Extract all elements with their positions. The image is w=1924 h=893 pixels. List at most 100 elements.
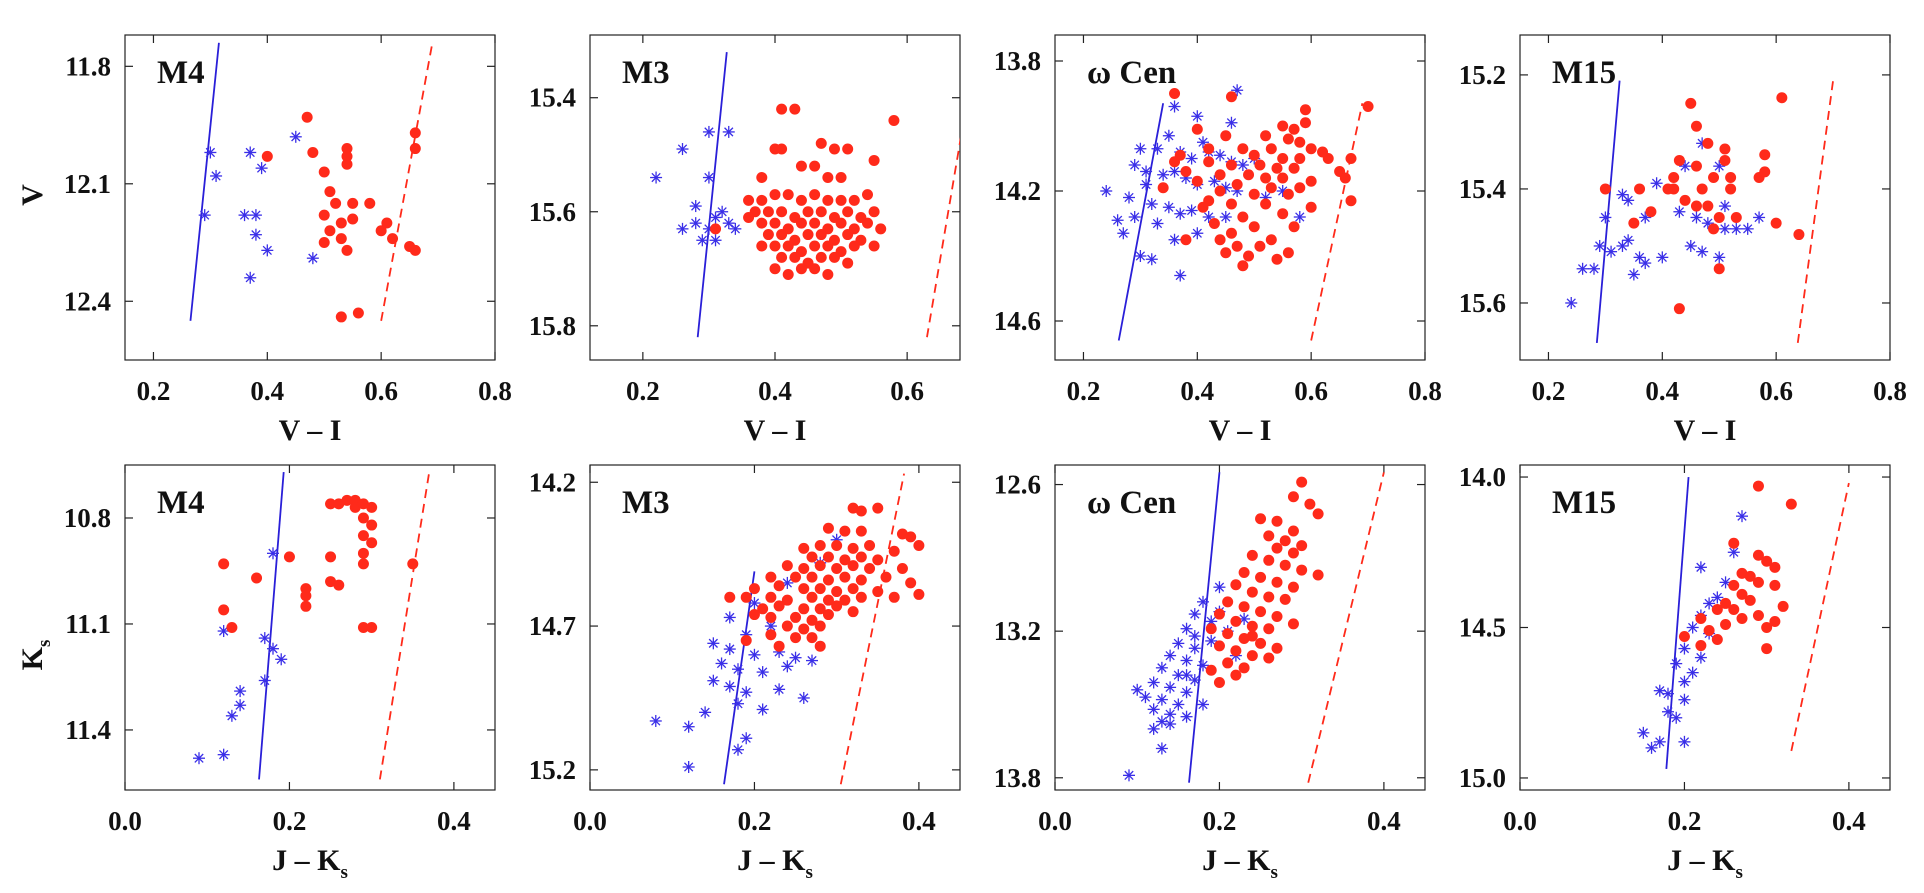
filled-point [842, 206, 854, 218]
star-point [1197, 659, 1209, 672]
star-point [709, 234, 722, 247]
x-tick-label: 0.8 [1873, 376, 1907, 406]
filled-point [831, 600, 843, 612]
filled-point [1225, 227, 1237, 239]
star-stroke [1165, 719, 1175, 729]
star-point [1147, 722, 1160, 735]
filled-point [1263, 554, 1275, 566]
star-point [1694, 651, 1707, 664]
plot-frame [124, 34, 496, 361]
x-tick-label: 0.4 [1645, 376, 1679, 406]
filled-point [756, 217, 768, 229]
x-tick-label: 0.2 [1532, 376, 1566, 406]
filled-point [847, 560, 859, 572]
filled-point [831, 563, 843, 575]
star-point [1100, 185, 1113, 197]
filled-point [814, 620, 826, 632]
filled-point [769, 240, 781, 252]
filled-point [330, 197, 342, 209]
star-point [1753, 211, 1766, 224]
star-stroke [1577, 264, 1588, 274]
star-point [1236, 159, 1249, 171]
plot-area [1565, 80, 1834, 344]
cluster-label: M4 [157, 485, 205, 521]
filled-point [1238, 567, 1250, 579]
star-point [261, 244, 274, 257]
filled-point [341, 150, 353, 162]
star-point [1151, 217, 1164, 230]
filled-point [325, 498, 337, 510]
star-stroke [1164, 131, 1174, 141]
filled-point [1246, 586, 1258, 598]
filled-point [1668, 183, 1680, 195]
filled-point [366, 622, 378, 633]
filled-point [341, 143, 353, 155]
x-axis-label: J – Ks [1202, 844, 1278, 883]
filled-point [357, 498, 369, 510]
star-point [267, 547, 279, 560]
filled-point [776, 229, 788, 241]
fiducial-red-dashed-line [1790, 482, 1850, 752]
x-tick-label: 0.8 [1408, 376, 1442, 406]
filled-point [1720, 597, 1732, 609]
filled-point [888, 591, 900, 603]
star-point [1588, 262, 1600, 275]
fiducial-blue-line [1665, 476, 1690, 770]
star-point [1718, 222, 1731, 235]
star-point [1174, 269, 1187, 282]
filled-point [1271, 542, 1283, 554]
filled-point [814, 540, 826, 552]
filled-point [864, 540, 876, 552]
star-stroke [1215, 150, 1225, 160]
star-stroke [799, 693, 809, 703]
filled-point [781, 620, 793, 632]
filled-point [802, 229, 814, 241]
filled-point [1225, 159, 1237, 171]
star-stroke [1118, 228, 1128, 238]
star-point [1172, 698, 1185, 711]
star-stroke [1186, 205, 1197, 216]
cluster-label: M3 [622, 55, 670, 91]
filled-point [1645, 206, 1657, 218]
filled-point [769, 263, 781, 275]
fiducial-red-dashed-line [380, 42, 434, 322]
filled-point [1222, 596, 1234, 608]
star-point [1168, 233, 1181, 246]
x-tick-label: 0.4 [1180, 376, 1214, 406]
star-stroke [1190, 609, 1200, 619]
filled-point [795, 217, 807, 229]
plot-area [649, 473, 925, 785]
star-stroke [245, 147, 255, 158]
filled-point [1288, 221, 1300, 233]
star-point [1622, 194, 1635, 207]
star-stroke [1186, 153, 1197, 164]
filled-point [842, 257, 854, 269]
filled-point [1711, 634, 1723, 646]
star-stroke [1238, 160, 1248, 170]
filled-point [847, 583, 859, 595]
star-stroke [1634, 252, 1645, 263]
y-tick-label: 15.6 [1459, 288, 1506, 318]
star-stroke [1663, 689, 1673, 699]
star-stroke [1600, 212, 1611, 223]
filled-point [1305, 143, 1317, 155]
filled-point [366, 537, 378, 549]
x-axis-label-main: J – K [1667, 844, 1736, 877]
filled-point [1345, 195, 1357, 207]
filled-point [1282, 133, 1294, 145]
filled-point [1260, 130, 1272, 142]
star-stroke [1657, 252, 1667, 263]
filled-point [1213, 640, 1225, 652]
star-stroke [1124, 192, 1134, 203]
filled-point [1752, 609, 1764, 621]
filled-point [364, 197, 376, 209]
star-point [1219, 211, 1232, 223]
cluster-label: ω Cen [1087, 55, 1176, 91]
star-point [1185, 152, 1198, 165]
star-point [1197, 595, 1209, 608]
star-stroke [1149, 704, 1159, 715]
filled-point [822, 551, 834, 563]
x-axis-label-main: V – I [1674, 414, 1737, 447]
filled-point [864, 563, 876, 575]
filled-point [341, 158, 353, 170]
